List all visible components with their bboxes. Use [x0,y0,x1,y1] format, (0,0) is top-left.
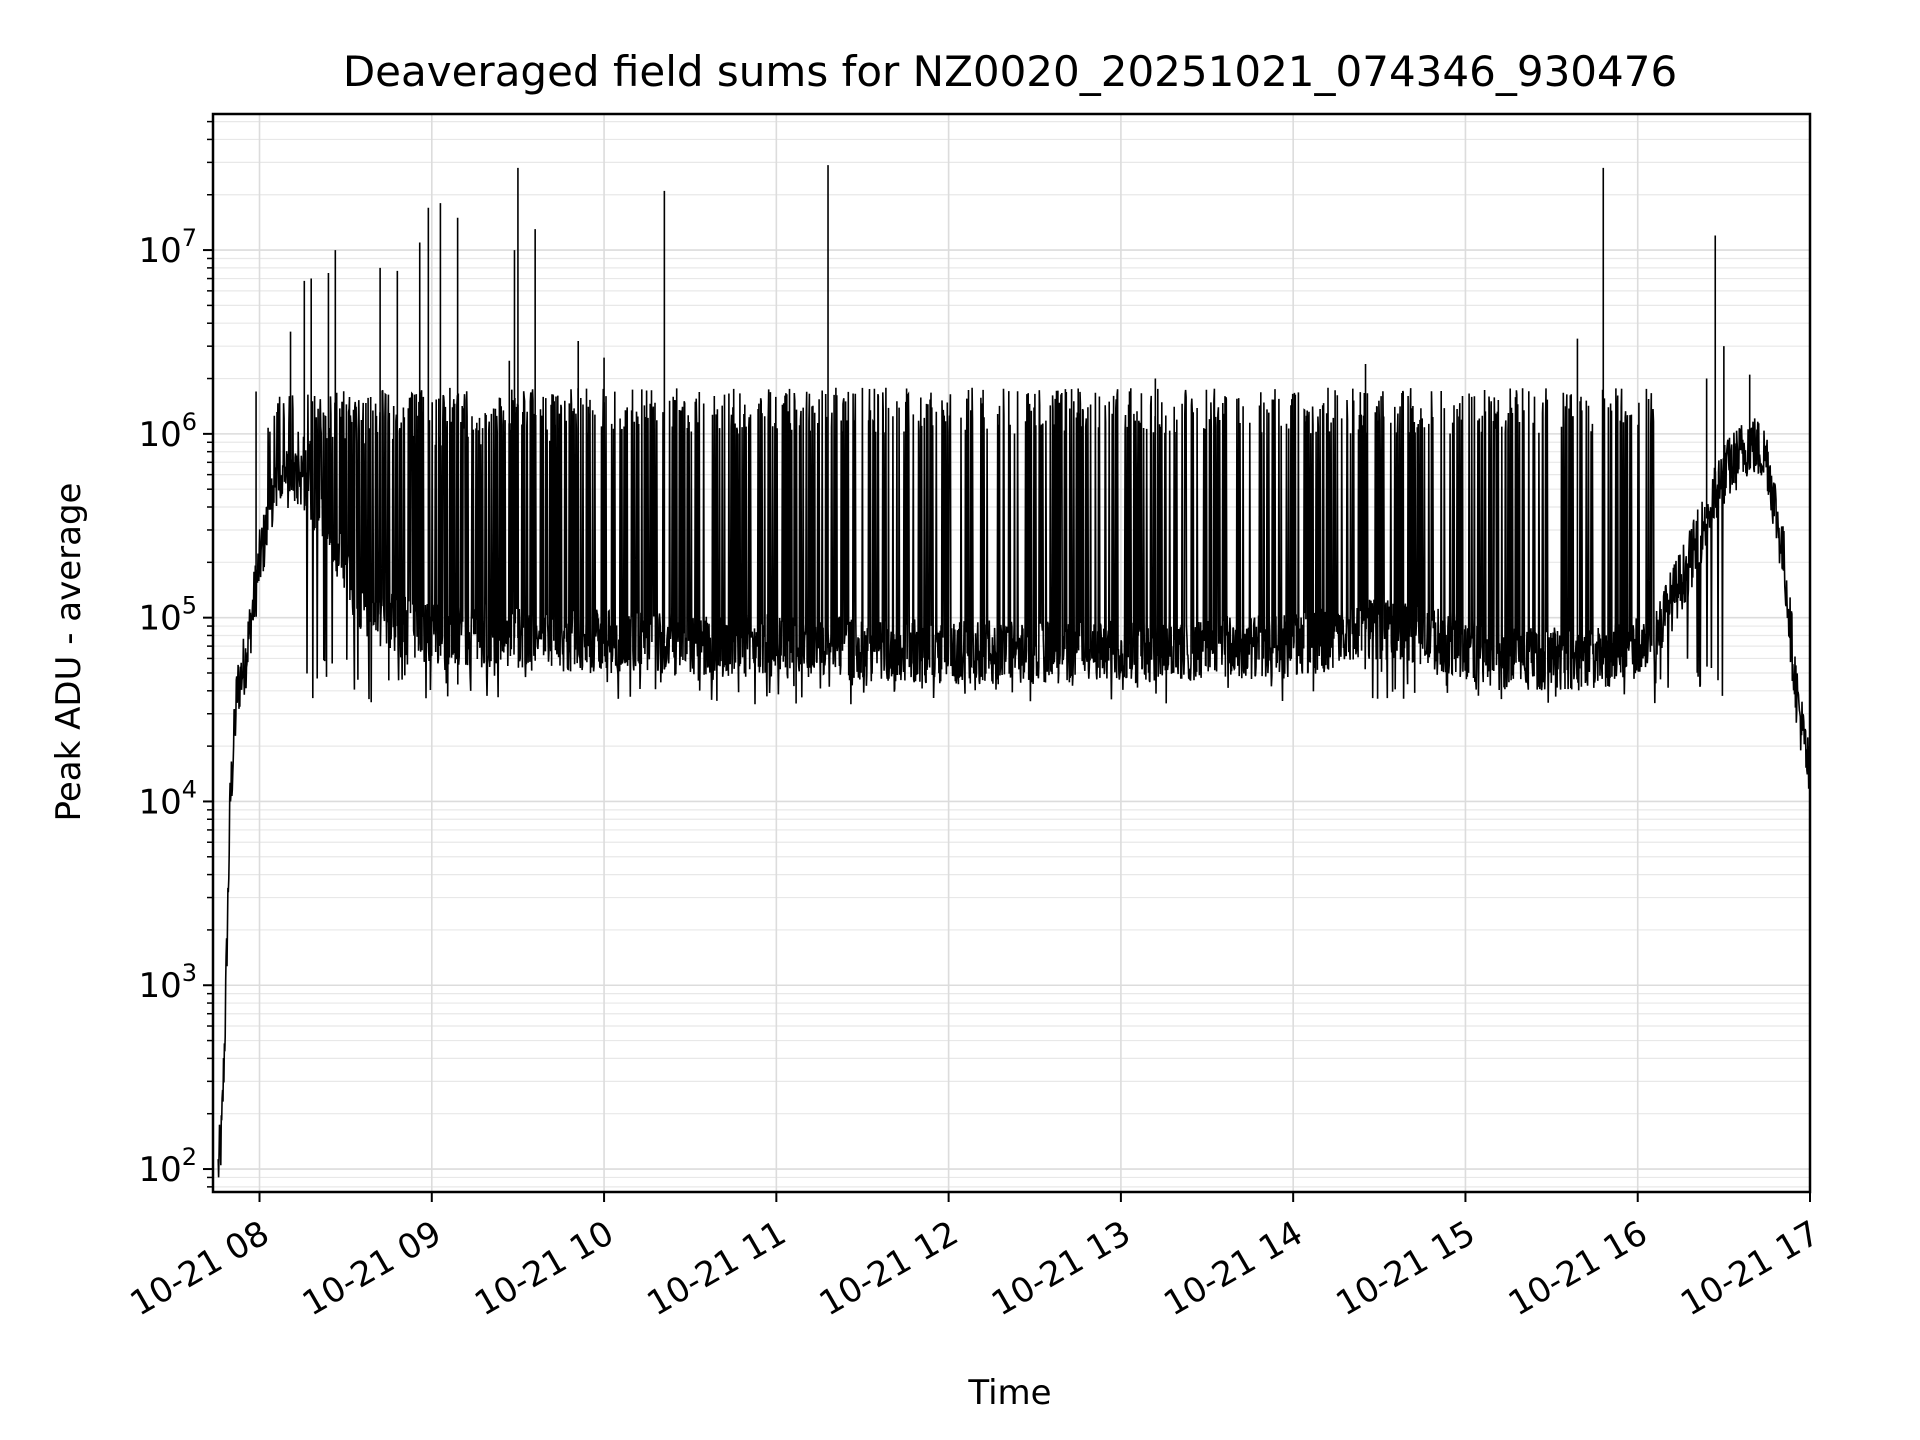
x-tick-label: 10-21 15 [1330,1213,1482,1324]
x-axis: 10-21 08 10-21 09 10-21 10 10-21 11 10-21 12… [124,1192,1827,1324]
x-axis-label: Time [967,1373,1051,1413]
x-tick-label: 10-21 14 [1157,1213,1309,1324]
y-tick-label: 102 [138,1143,197,1190]
grid [213,114,1811,1192]
y-tick-label: 103 [138,959,197,1006]
y-axis-label: Peak ADU - average [49,483,89,822]
x-tick-label: 10-21 10 [468,1213,620,1324]
x-tick-label: 10-21 13 [985,1213,1137,1324]
y-tick-label: 106 [138,408,197,455]
x-tick-label: 10-21 16 [1502,1213,1654,1324]
spike-group [255,165,1751,659]
x-tick-label: 10-21 12 [813,1213,965,1324]
series-line [217,387,1811,1178]
x-tick-label: 10-21 11 [640,1213,792,1324]
x-tick-label: 10-21 09 [296,1213,448,1324]
y-axis: 102 103 104 105 106 107 [138,120,213,1190]
x-tick-label: 10-21 17 [1674,1213,1826,1324]
x-tick-label: 10-21 08 [124,1213,276,1324]
chart-title: Deaveraged field sums for NZ0020_2025102… [343,47,1677,96]
y-tick-label: 104 [138,775,197,822]
y-tick-label: 107 [138,224,197,271]
y-tick-label: 105 [138,592,197,639]
plot-frame [211,112,1812,1194]
